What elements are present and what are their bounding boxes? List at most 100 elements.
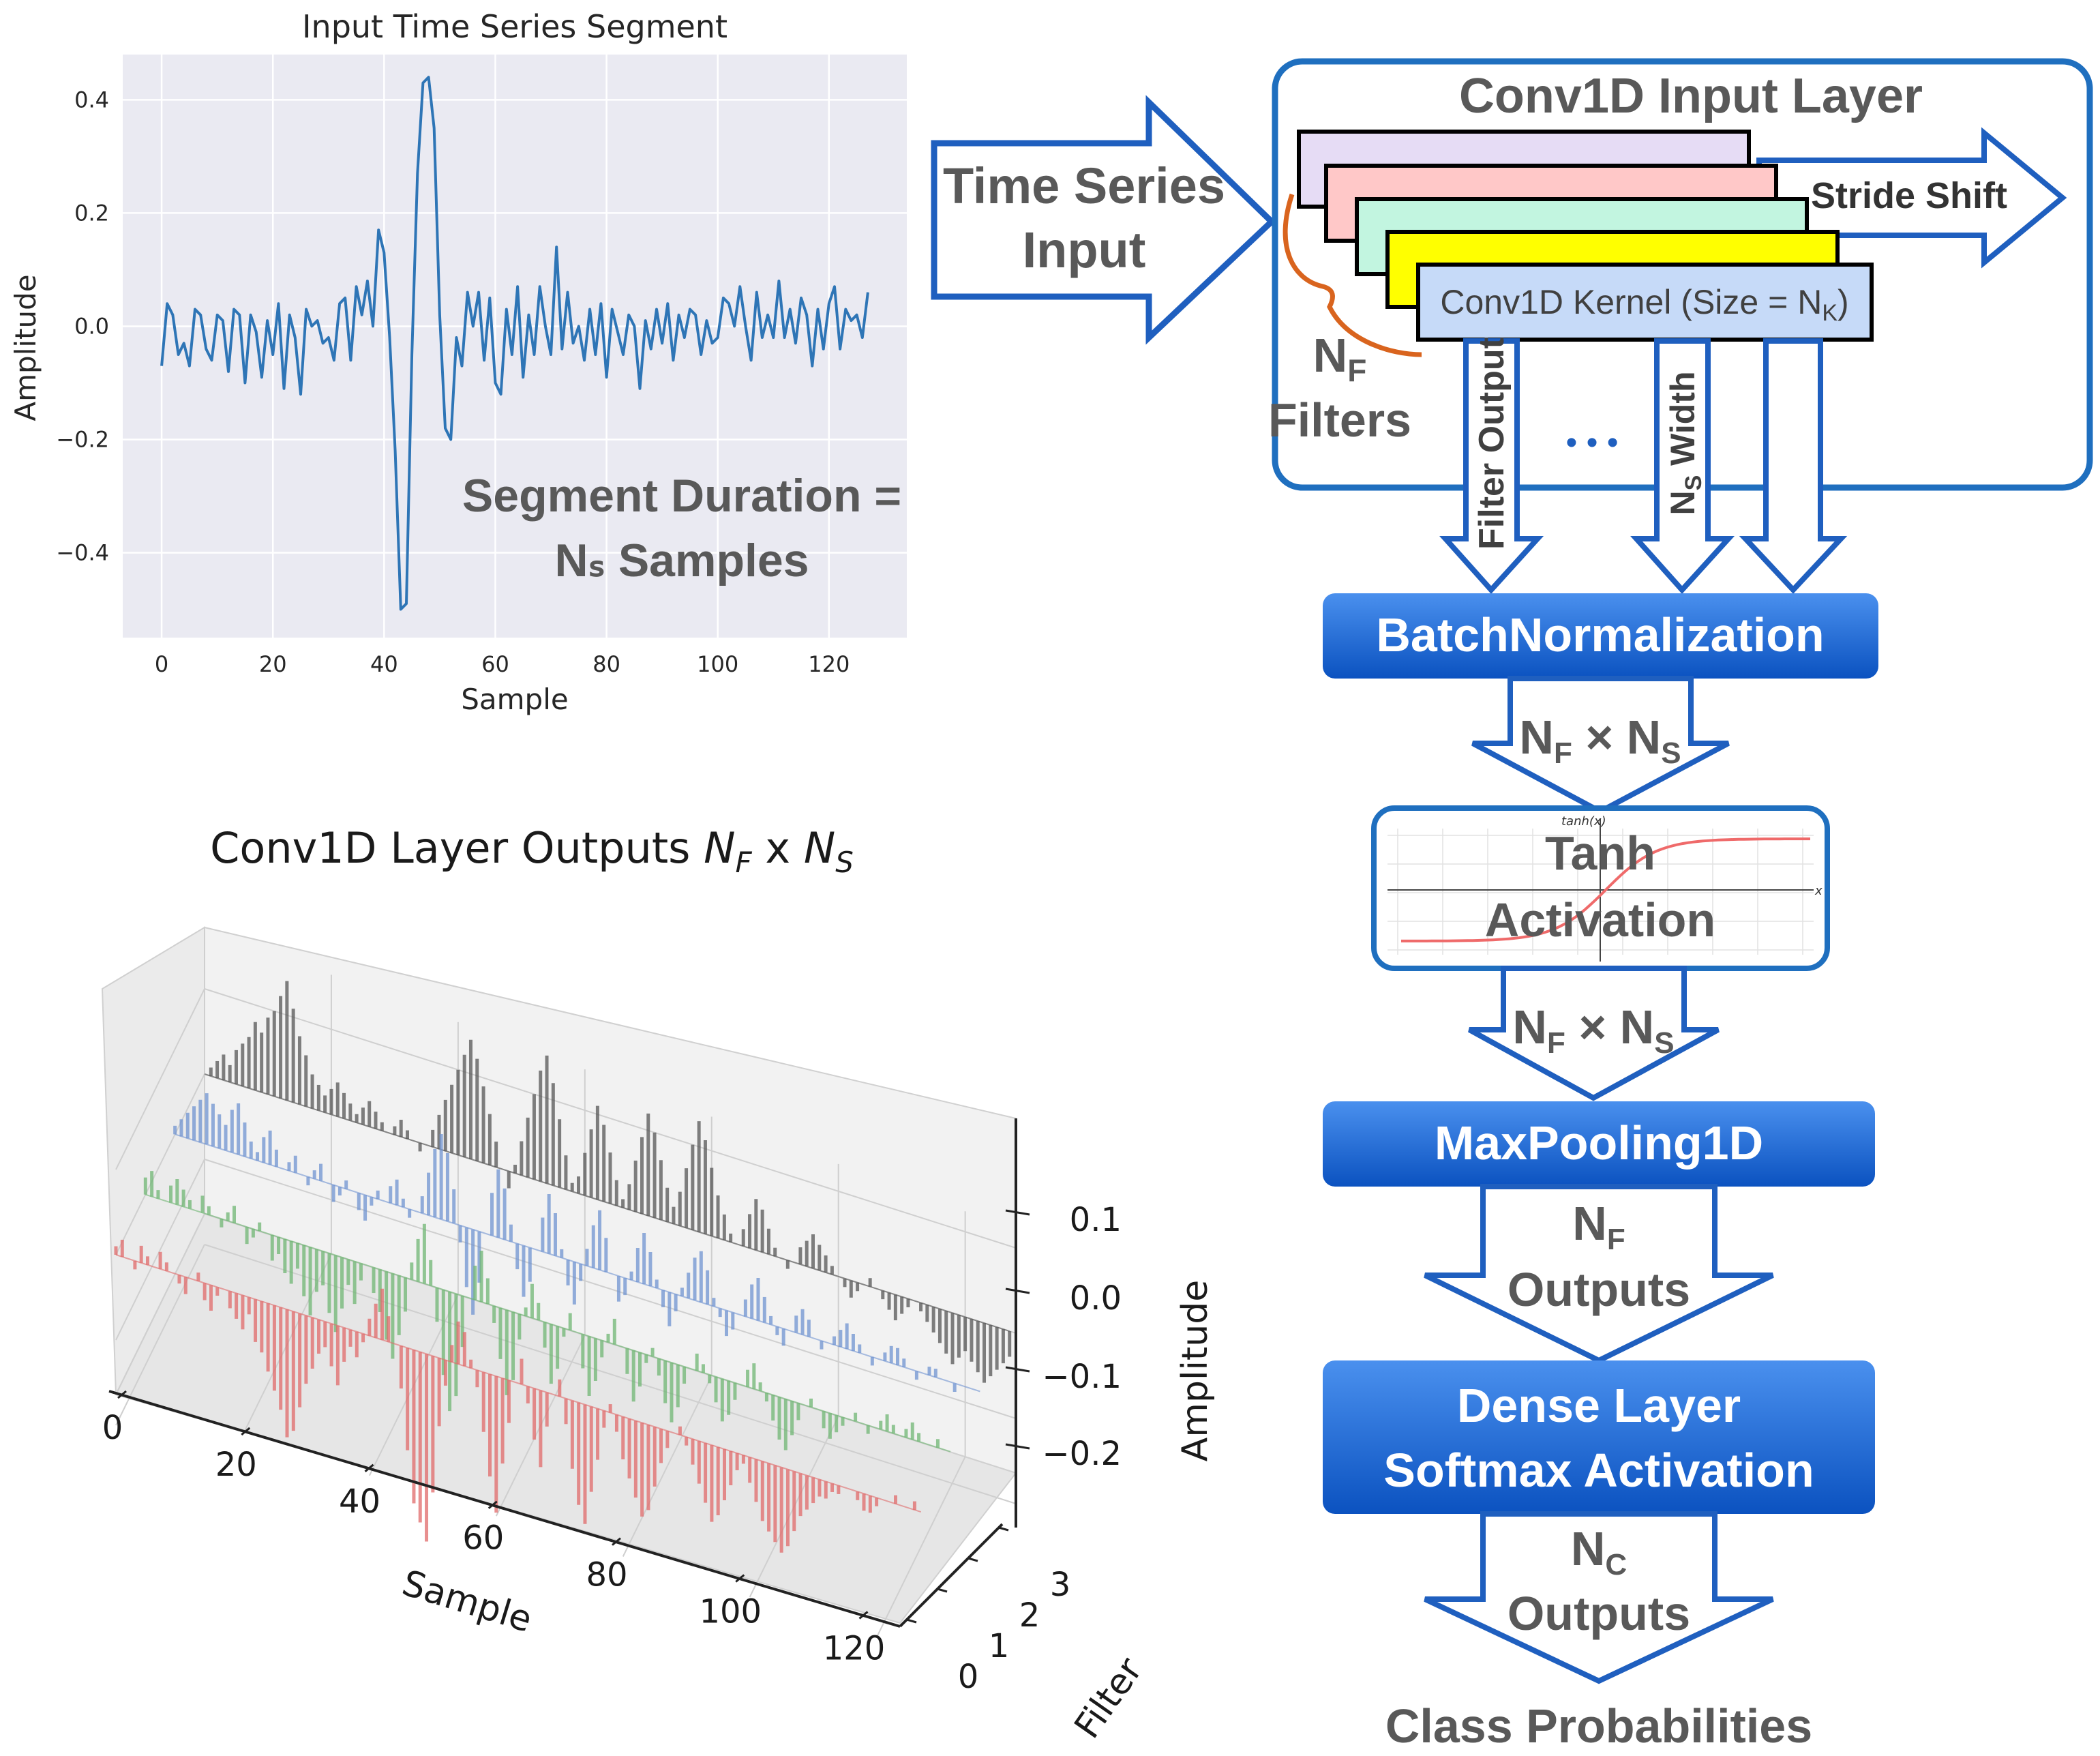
bar3d-y-tick-label: 3	[1050, 1566, 1071, 1604]
bar3d-bars	[114, 981, 1012, 1553]
maxpool-block: MaxPooling1D	[1323, 1101, 1875, 1187]
bar3d-z-tick	[1005, 1366, 1030, 1373]
bar3d-x-tick-label: 80	[586, 1556, 627, 1594]
arrow-nf-x-ns-2: NF × NS	[1468, 966, 1720, 1101]
bar3d-x-tick	[487, 1500, 498, 1509]
bar3d-y-tick	[967, 1557, 978, 1562]
line-chart-x-tick-label: 120	[808, 651, 850, 677]
filters-count-label: NF	[1313, 329, 1367, 388]
tanh-curve	[1401, 837, 1810, 942]
arrow-nf-outputs-shape	[1424, 1184, 1774, 1364]
filters-word-label: Filters	[1268, 393, 1411, 447]
bar3d-x-axis	[108, 1390, 901, 1628]
bar3d-y-tick-label: 0	[958, 1658, 979, 1696]
bar3d-z-ticks: 0.1 0.0 −0.1 −0.2	[1005, 1201, 1122, 1473]
bar3d-y-tick	[937, 1588, 948, 1593]
ns-width-label: NS Width	[1664, 371, 1707, 515]
bar3d-y-tick	[906, 1618, 917, 1624]
line-chart-x-ticks: 0 20 40 60 80 100 120	[155, 651, 850, 677]
arrow-nf-x-ns-2-label: NF × NS	[1512, 1000, 1674, 1060]
last-filter-arrow	[1739, 338, 1848, 594]
bar3d-series-3	[204, 981, 1012, 1383]
line-chart-x-tick-label: 100	[697, 651, 738, 677]
dense-label-line2: Softmax Activation	[1383, 1444, 1814, 1497]
line-chart-y-tick-label: 0.0	[74, 313, 109, 339]
bar3d-y-tick	[998, 1526, 1009, 1532]
tanh-func-label: tanh(x)	[1561, 814, 1606, 829]
line-chart: Input Time Series Segment 0.4 0.2 0.0 −0.2 −…	[9, 8, 907, 716]
arrow-nf-x-ns-2-shape	[1468, 966, 1720, 1101]
bar3d-gridline	[204, 1159, 1017, 1419]
arrow-nc-outputs-word: Outputs	[1508, 1587, 1690, 1640]
bar3d-ylabel: Filter	[1067, 1650, 1151, 1746]
line-chart-y-tick-label: −0.4	[56, 539, 109, 565]
tanh-label-line2: Activation	[1485, 893, 1715, 947]
bar3d-gridline	[875, 1456, 966, 1638]
line-chart-ylabel: Amplitude	[9, 274, 42, 421]
arrow-nf-outputs-word: Outputs	[1508, 1263, 1690, 1316]
bar3d-baseline	[145, 1193, 951, 1453]
conv1d-layer: Conv1D Input Layer Stride Shift Conv1D K…	[1268, 58, 2093, 594]
bar3d-x-ticks: 0 20 40 60 80 100 120	[102, 1390, 886, 1667]
bar3d-z-tick-label: −0.1	[1042, 1358, 1122, 1396]
arrow-nc-outputs: NC Outputs	[1424, 1511, 1774, 1684]
input-arrow-shape	[931, 95, 1276, 345]
maxpool-label: MaxPooling1D	[1435, 1116, 1763, 1170]
dense-label-line1: Dense Layer	[1457, 1379, 1741, 1432]
bar3d-gridline	[115, 1159, 205, 1341]
bar3d-y-tick-label: 1	[989, 1627, 1010, 1665]
bar3d-baseline	[204, 1073, 1010, 1332]
bar3d-gridline	[115, 1244, 205, 1426]
arrow-nf-x-ns-1: NF × NS	[1471, 676, 1730, 815]
bar3d-gridline	[204, 988, 1017, 1249]
line-chart-title: Input Time Series Segment	[302, 8, 728, 45]
bar3d-x-tick	[858, 1611, 869, 1620]
kernel-size-label: Conv1D Kernel (Size = NK)	[1440, 283, 1848, 326]
bar3d-xlabel: Sample	[397, 1563, 537, 1641]
ns-width-arrow	[1630, 338, 1735, 594]
bar3d-x-tick	[612, 1537, 621, 1546]
line-chart-x-tick-label: 40	[370, 651, 398, 677]
bar3d-baseline	[115, 1254, 922, 1513]
bar3d-gridline	[115, 1073, 205, 1255]
arrow-nf-outputs-count: NF	[1572, 1197, 1625, 1256]
bar3d-z-tick-label: 0.1	[1070, 1201, 1122, 1239]
bar3d-gridline	[204, 1244, 1017, 1504]
tanh-block: tanh(x) x Tanh Activation	[1371, 805, 1830, 971]
line-chart-xlabel: Sample	[461, 683, 568, 716]
bar3d-z-tick	[1005, 1443, 1030, 1450]
class-probabilities-label: Class Probabilities	[1385, 1699, 1812, 1753]
bar3d-gridline	[622, 1375, 712, 1557]
line-chart-series	[160, 76, 869, 611]
line-chart-y-tick-label: 0.2	[74, 200, 109, 226]
bar3d-series-2	[173, 1093, 980, 1393]
bar3d-gridline	[115, 988, 205, 1170]
bar3d-x-tick	[364, 1463, 374, 1472]
batchnorm-box	[1323, 593, 1878, 679]
bar3d-x-tick-label: 0	[102, 1409, 123, 1447]
maxpool-box	[1323, 1101, 1875, 1187]
bar3d-gridline	[115, 1213, 205, 1395]
filters-brace	[1282, 193, 1422, 357]
line-chart-y-ticks: 0.4 0.2 0.0 −0.2 −0.4	[56, 87, 109, 565]
bar3d-x-tick-label: 120	[823, 1629, 886, 1667]
bar3d-z-tick	[1005, 1288, 1030, 1294]
arrow-nf-x-ns-1-shape	[1471, 676, 1730, 815]
dense-box	[1323, 1360, 1875, 1514]
segment-duration-annotation-line2: Nₛ Samples	[554, 535, 809, 586]
line-chart-x-tick-label: 60	[481, 651, 509, 677]
batchnorm-label: BatchNormalization	[1376, 608, 1824, 661]
bar3d-y-tick-label: 2	[1019, 1596, 1040, 1635]
line-chart-y-tick-label: −0.2	[56, 426, 109, 452]
bar3d-x-tick	[735, 1574, 745, 1583]
arrow-nf-x-ns-1-label: NF × NS	[1519, 711, 1681, 770]
dense-block: Dense Layer Softmax Activation	[1323, 1360, 1875, 1514]
line-chart-x-tick-label: 20	[259, 651, 287, 677]
bar3d-x-tick-label: 20	[215, 1446, 257, 1484]
line-chart-x-tick-label: 80	[592, 651, 620, 677]
bar3d-x-tick-label: 100	[699, 1593, 762, 1631]
bar3d-x-tick-label: 60	[462, 1519, 504, 1558]
line-chart-x-tick-label: 0	[155, 651, 168, 677]
bar3d-x-tick	[241, 1427, 251, 1436]
